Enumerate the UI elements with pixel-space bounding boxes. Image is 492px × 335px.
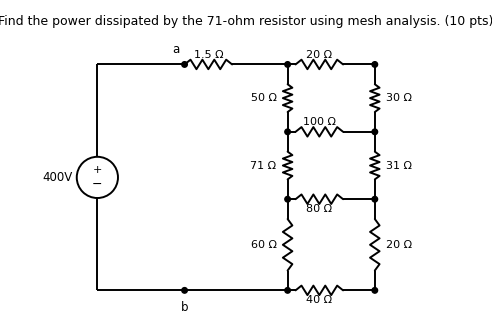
Text: 60 Ω: 60 Ω	[250, 240, 277, 250]
Text: b: b	[181, 302, 188, 315]
Text: 31 Ω: 31 Ω	[386, 160, 412, 171]
Text: 40 Ω: 40 Ω	[306, 295, 333, 305]
Circle shape	[372, 196, 377, 202]
Text: 20 Ω: 20 Ω	[386, 240, 412, 250]
Circle shape	[182, 287, 187, 293]
Text: 100 Ω: 100 Ω	[303, 117, 336, 127]
Text: +: +	[92, 165, 102, 175]
Text: 30 Ω: 30 Ω	[386, 93, 412, 103]
Text: −: −	[92, 178, 103, 191]
Circle shape	[285, 129, 290, 135]
Circle shape	[372, 62, 377, 67]
Circle shape	[285, 196, 290, 202]
Text: 71 Ω: 71 Ω	[250, 160, 277, 171]
Text: a: a	[172, 43, 180, 56]
Circle shape	[285, 62, 290, 67]
Text: 80 Ω: 80 Ω	[306, 204, 333, 214]
Circle shape	[285, 287, 290, 293]
Text: 20 Ω: 20 Ω	[306, 50, 333, 60]
Text: 400V: 400V	[42, 171, 73, 184]
Circle shape	[182, 62, 187, 67]
Text: 1.5 Ω: 1.5 Ω	[193, 50, 223, 60]
Text: Find the power dissipated by the 71-ohm resistor using mesh analysis. (10 pts): Find the power dissipated by the 71-ohm …	[0, 15, 492, 28]
Circle shape	[372, 287, 377, 293]
Circle shape	[372, 129, 377, 135]
Text: 50 Ω: 50 Ω	[250, 93, 277, 103]
